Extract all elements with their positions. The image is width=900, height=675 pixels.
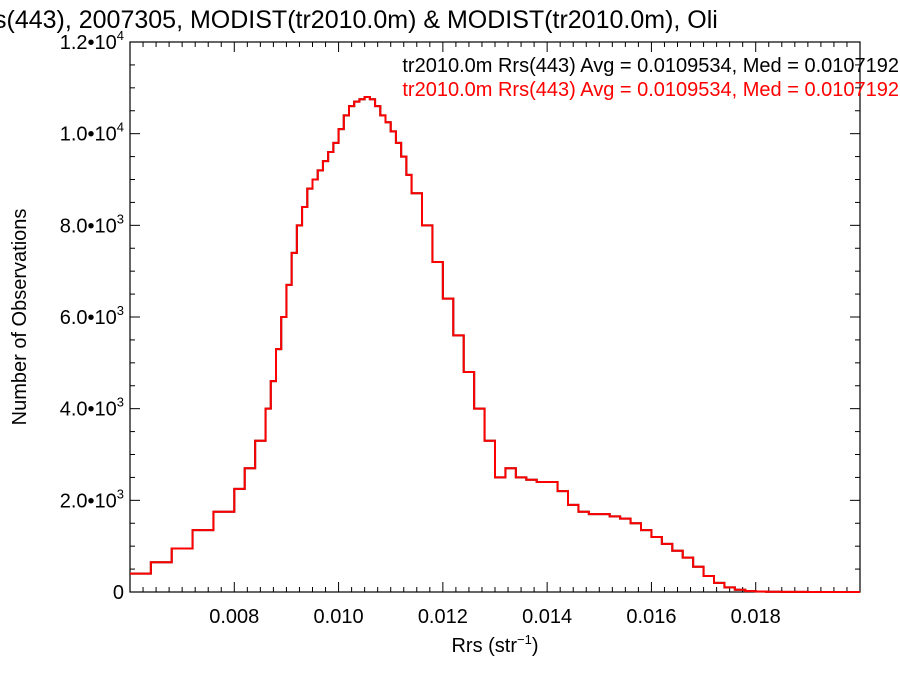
- x-axis-label-exponent: −1: [517, 632, 532, 647]
- x-axis-label-close: ): [532, 635, 539, 657]
- series-line-red: [130, 96, 860, 593]
- x-tick-label: 0.012: [418, 606, 468, 628]
- series-line-black: [130, 96, 860, 593]
- axis-ticks: [129, 41, 861, 593]
- y-tick-exponent: 3: [117, 395, 124, 410]
- chart-title: s(443), 2007305, MODIST(tr2010.0m) & MOD…: [0, 6, 718, 34]
- x-tick-label: 0.018: [731, 606, 781, 628]
- y-tick-label: 1.0•104: [60, 120, 124, 146]
- y-tick-mantissa: 1.2•10: [60, 32, 117, 54]
- y-tick-label: 6.0•103: [60, 303, 124, 329]
- y-tick-mantissa: 0: [113, 582, 124, 604]
- y-tick-mantissa: 8.0•10: [60, 215, 117, 237]
- x-axis-label-main: Rrs (str: [451, 635, 517, 657]
- y-tick-mantissa: 6.0•10: [60, 307, 117, 329]
- y-tick-exponent: 3: [117, 486, 124, 501]
- x-tick-label: 0.016: [626, 606, 676, 628]
- series-layer: [130, 96, 860, 593]
- x-tick-label: 0.008: [209, 606, 259, 628]
- y-tick-mantissa: 4.0•10: [60, 399, 117, 421]
- y-axis-label: Number of Observations: [9, 209, 31, 426]
- legend-entry-black: tr2010.0m Rrs(443) Avg = 0.0109534, Med …: [402, 55, 899, 77]
- y-tick-labels: 02.0•1034.0•1036.0•1038.0•1031.0•1041.2•…: [60, 28, 124, 604]
- y-tick-label: 4.0•103: [60, 395, 124, 421]
- y-tick-label: 8.0•103: [60, 211, 124, 237]
- y-tick-label: 0: [113, 582, 124, 604]
- y-tick-exponent: 3: [117, 303, 124, 318]
- y-tick-label: 1.2•104: [60, 28, 124, 54]
- y-tick-exponent: 4: [117, 28, 124, 43]
- x-axis-label: Rrs (str−1): [451, 632, 538, 657]
- x-tick-label: 0.010: [314, 606, 364, 628]
- y-tick-exponent: 4: [117, 120, 124, 135]
- y-tick-mantissa: 1.0•10: [60, 124, 117, 146]
- y-tick-exponent: 3: [117, 211, 124, 226]
- legend-entry-red: tr2010.0m Rrs(443) Avg = 0.0109534, Med …: [402, 79, 899, 101]
- plot-frame: [129, 41, 861, 593]
- y-tick-mantissa: 2.0•10: [60, 490, 117, 512]
- x-tick-label: 0.014: [522, 606, 572, 628]
- x-tick-labels: 0.008 0.010 0.012 0.014 0.016 0.018: [209, 606, 780, 628]
- y-tick-label: 2.0•103: [60, 486, 124, 512]
